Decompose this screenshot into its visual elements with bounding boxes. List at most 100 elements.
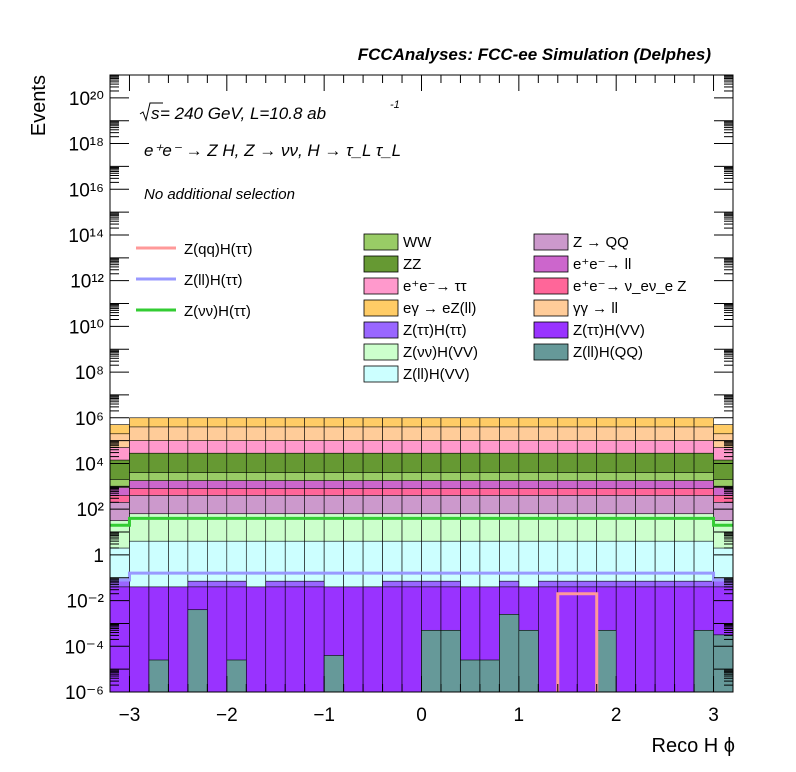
info-text: s = 240 GeV, L=10.8 ab -1 e⁺e⁻ → Z H, Z … [139, 99, 401, 203]
x-tick-label: 1 [514, 705, 525, 726]
signal-z-h [110, 516, 733, 527]
info-selection: No additional selection [144, 186, 295, 203]
legend-label: eγ → eZ(ll) [403, 300, 476, 317]
legend-swatch-e-ez-ll [363, 299, 399, 317]
legend-swatch-e-e-ll [533, 255, 569, 273]
legend-swatch-z-h-vv [363, 343, 399, 361]
series-z-ll-h-qq [148, 609, 734, 693]
x-axis: −3 −2 −1 0 1 2 3 [109, 75, 734, 726]
bar-z-ll-h-qq [226, 659, 247, 693]
legend-label: Z(ττ)H(VV) [573, 322, 645, 339]
info-energy-lumi: = 240 GeV, L=10.8 ab [160, 104, 326, 123]
bar-z-ll-h-qq [148, 659, 169, 693]
bar-z-h-vv [207, 586, 228, 693]
bar-z-h-vv [304, 586, 325, 693]
bar-z-h-vv [401, 586, 422, 693]
bar-z-h-vv [615, 586, 636, 693]
bar-z-h-vv [265, 586, 286, 693]
y-tick-label: 10¹⁶ [69, 180, 104, 201]
bar-z-ll-h-qq [440, 629, 461, 693]
legend-swatch-z-h-vv [533, 321, 569, 339]
legend-label: Z(ττ)H(ττ) [403, 322, 467, 339]
bar-z-ll-h-qq [187, 609, 208, 693]
y-tick-label: 10¹² [70, 272, 104, 293]
bar-z-h-vv [557, 586, 578, 693]
bar-z-h-vv [284, 586, 305, 693]
x-tick-label: −2 [216, 705, 238, 726]
y-tick-label: 10¹⁸ [69, 135, 104, 156]
bar-z-h-vv [654, 586, 675, 693]
legend-backgrounds-col1: WW ZZ e⁺e⁻→ ττ eγ → eZ(ll) Z(ττ)H(ττ) Z(νν)H(… [363, 233, 478, 383]
x-tick-label: 3 [708, 705, 719, 726]
y-tick-label: 10² [77, 500, 104, 521]
bar-z-ll-h-qq [499, 614, 520, 693]
bar-z-h-vv [538, 586, 559, 693]
legend-backgrounds-col2: Z → QQ e⁺e⁻→ ll e⁺e⁻→ ν_eν_e Z γγ → ll Z(ττ)… [533, 233, 686, 361]
legend-label: ZZ [403, 256, 421, 273]
legend-label: WW [403, 234, 432, 251]
x-tick-label: −1 [313, 705, 335, 726]
bar-z-ll-h-qq [460, 659, 481, 693]
legend-label: Z(νν)H(VV) [403, 344, 478, 361]
legend-label: Z(ll)H(ττ) [184, 272, 243, 289]
y-tick-label: 10⁸ [75, 363, 104, 384]
bar-z-h-vv [382, 586, 403, 693]
bar-z-ll-h-qq [479, 659, 500, 693]
legend-label: e⁺e⁻→ ττ [403, 278, 467, 295]
legend-swatch-ww [363, 233, 399, 251]
y-axis-label: Events [28, 75, 50, 136]
legend-label: e⁺e⁻→ ll [573, 256, 631, 273]
y-tick-label: 1 [93, 546, 104, 567]
info-process: e⁺e⁻ → Z H, Z → νν, H → τ_L τ_L [144, 141, 401, 160]
legend-swatch-ll [533, 299, 569, 317]
bar-z-h-vv [129, 586, 150, 693]
y-tick-label: 10¹⁴ [68, 226, 104, 247]
stacked-histogram [109, 417, 734, 693]
bar-z-h-vv [245, 586, 267, 693]
legend-label: Z(ll)H(VV) [403, 366, 470, 383]
bar-z-h-vv [343, 586, 364, 693]
legend-swatch-z-h [363, 321, 399, 339]
legend-label: Z → QQ [573, 234, 629, 251]
bar-z-ll-h-qq [518, 629, 539, 693]
bar-z-h-vv [576, 586, 598, 693]
signal-lines [110, 516, 733, 692]
bar-z-h-vv [635, 586, 656, 693]
legend-swatch-z-qq [533, 233, 569, 251]
x-tick-label: 0 [416, 705, 427, 726]
legend-swatch-z-ll-h-vv [363, 365, 399, 383]
bar-z-ll-h-qq [596, 629, 617, 693]
legend-swatch-zz [363, 255, 399, 273]
info-sqrt-s: s [151, 104, 160, 123]
signal-z-ll-h [110, 571, 733, 582]
bar-z-ll-h-qq [693, 629, 714, 693]
y-tick-label: 10⁻² [67, 592, 105, 613]
bar-z-h-vv [168, 586, 189, 693]
legend-signals: Z(qq)H(ττ) Z(ll)H(ττ) Z(νν)H(ττ) [136, 241, 253, 320]
bar-z-h-vv [362, 586, 383, 693]
legend-label: γγ → ll [573, 300, 618, 317]
bar-z-ll-h-qq [713, 634, 734, 693]
x-tick-label: 2 [611, 705, 622, 726]
x-axis-label: Reco H ϕ [652, 735, 735, 757]
legend-swatch-e-e [363, 277, 399, 295]
legend-swatch-e-e-e-e-z [533, 277, 569, 295]
sqrt-symbol [139, 102, 163, 122]
info-lumi-unit-sup: -1 [390, 99, 400, 111]
y-tick-label: 10¹⁰ [69, 317, 104, 338]
header-title: FCCAnalyses: FCC-ee Simulation (Delphes) [358, 45, 712, 64]
bar-z-ll-h-qq [421, 629, 442, 693]
bar-z-ll-h-qq [323, 655, 344, 693]
y-tick-label: 10²⁰ [69, 89, 104, 110]
x-tick-label: −3 [119, 705, 141, 726]
legend-label: Z(qq)H(ττ) [184, 241, 253, 258]
y-tick-label: 10⁴ [75, 454, 104, 475]
legend-label: e⁺e⁻→ ν_eν_e Z [573, 278, 686, 295]
y-tick-label: 10⁶ [75, 409, 104, 430]
y-tick-label: 10⁻⁴ [65, 637, 104, 658]
legend-label: Z(ll)H(QQ) [573, 344, 643, 361]
legend-label: Z(νν)H(ττ) [184, 303, 251, 320]
bar-z-h-vv [674, 586, 695, 693]
legend-swatch-z-ll-h-qq [533, 343, 569, 361]
